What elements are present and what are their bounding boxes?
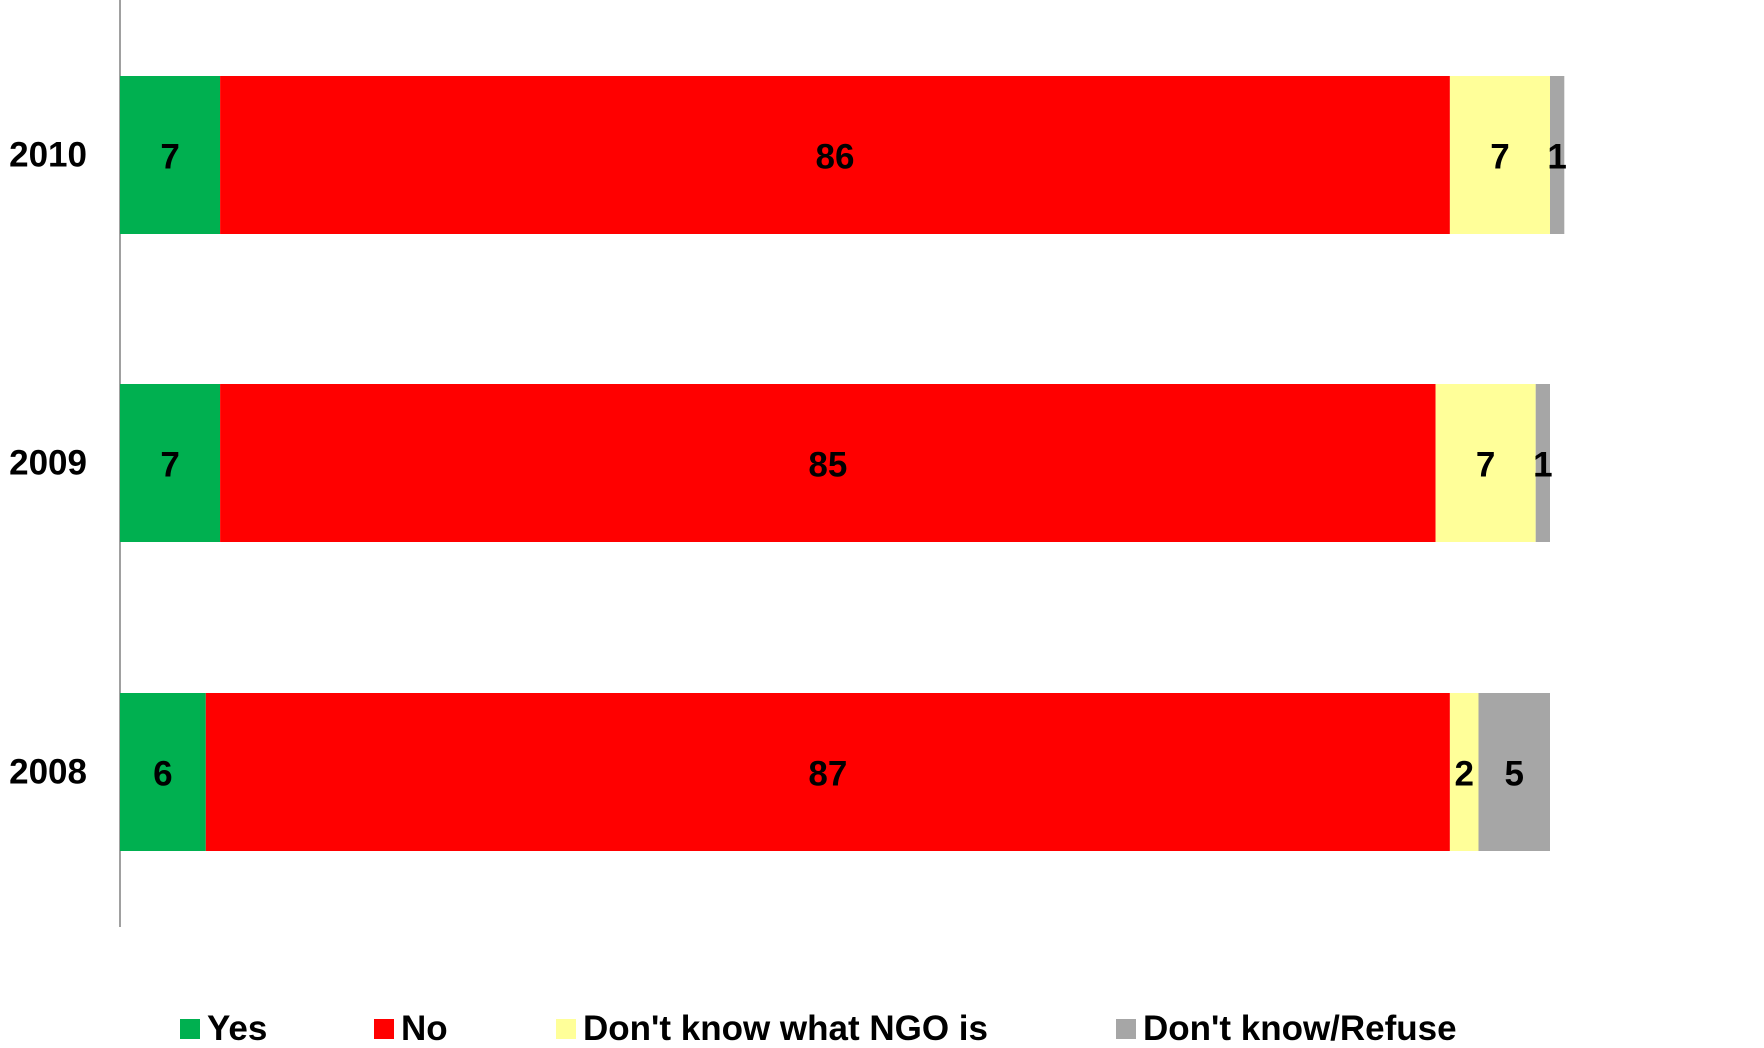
bar-no-2009 (220, 384, 1436, 542)
legend-item-dont-know-ngo: Don't know what NGO is (556, 1009, 988, 1048)
legend-item-no: No (374, 1009, 448, 1048)
legend-label-yes: Yes (207, 1009, 268, 1048)
legend-label-dont-know-ngo: Don't know what NGO is (583, 1009, 988, 1048)
category-label-2008: 2008 (9, 753, 87, 792)
data-label-dont-know-ngo-2009: 7 (1476, 446, 1495, 485)
legend: Yes No Don't know what NGO is Don't know… (0, 1009, 1764, 1048)
bars-layer (120, 76, 1565, 851)
data-label-no-2009: 85 (808, 446, 847, 485)
data-label-dont-know-refuse-2010: 1 (1547, 138, 1566, 177)
legend-label-no: No (401, 1009, 448, 1048)
bar-yes-2010 (120, 76, 221, 234)
bar-dont-know-ngo-2008 (1449, 693, 1479, 851)
bar-dont-know-refuse-2009 (1535, 384, 1550, 542)
legend-swatch-dont-know-ngo (556, 1019, 576, 1039)
bar-dont-know-refuse-2010 (1550, 76, 1565, 234)
data-label-dont-know-ngo-2010: 7 (1490, 138, 1509, 177)
legend-swatch-yes (180, 1019, 200, 1039)
data-label-yes-2009: 7 (160, 446, 179, 485)
data-label-dont-know-refuse-2009: 1 (1533, 446, 1552, 485)
bar-yes-2009 (120, 384, 221, 542)
legend-item-yes: Yes (180, 1009, 268, 1048)
legend-item-dont-know-refuse: Don't know/Refuse (1116, 1009, 1457, 1048)
bar-no-2010 (220, 76, 1450, 234)
category-label-2010: 2010 (9, 136, 87, 175)
data-label-yes-2008: 6 (153, 755, 172, 794)
data-label-dont-know-ngo-2008: 2 (1454, 755, 1473, 794)
data-label-dont-know-refuse-2008: 5 (1505, 755, 1524, 794)
legend-swatch-no (374, 1019, 394, 1039)
category-label-2009: 2009 (9, 444, 87, 483)
bar-yes-2008 (120, 693, 206, 851)
legend-swatch-dont-know-refuse (1116, 1019, 1136, 1039)
bar-dont-know-ngo-2010 (1449, 76, 1550, 234)
data-label-no-2010: 86 (816, 138, 855, 177)
bar-dont-know-refuse-2008 (1478, 693, 1550, 851)
bar-dont-know-ngo-2009 (1435, 384, 1536, 542)
legend-label-dont-know-refuse: Don't know/Refuse (1143, 1009, 1457, 1048)
bar-no-2008 (205, 693, 1450, 851)
data-label-no-2008: 87 (808, 755, 847, 794)
data-label-yes-2010: 7 (160, 138, 179, 177)
